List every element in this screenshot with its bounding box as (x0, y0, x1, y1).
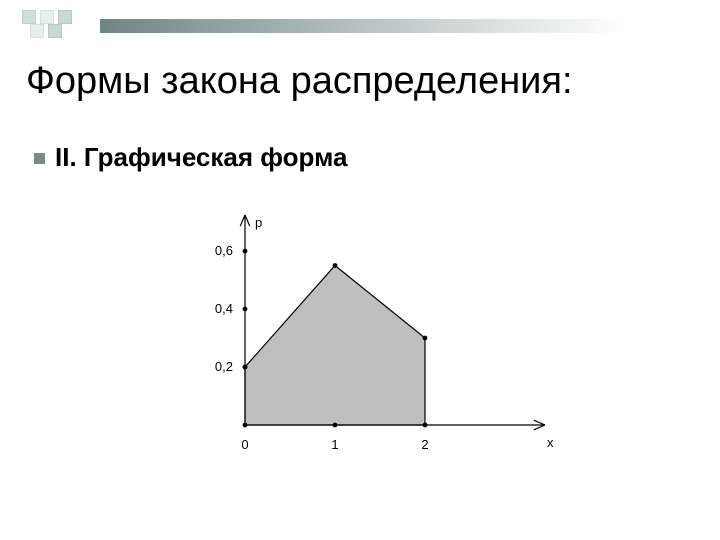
svg-text:0,6: 0,6 (215, 243, 233, 258)
chart-svg: 0,2 0,4 0,6 p 0 1 2 x (150, 200, 570, 480)
svg-text:x: x (547, 435, 554, 450)
deco-square (30, 24, 44, 38)
deco-square (22, 10, 36, 24)
svg-text:p: p (255, 215, 262, 230)
square-bullet-icon (34, 153, 45, 164)
gradient-bar (100, 19, 720, 33)
deco-square (48, 24, 62, 38)
bullet-text: II. Графическая форма (55, 142, 347, 173)
distribution-polygon-chart: 0,2 0,4 0,6 p 0 1 2 x (150, 200, 570, 480)
page-title: Формы закона распределения: (26, 60, 573, 103)
deco-square (40, 10, 54, 24)
svg-text:0,2: 0,2 (215, 359, 233, 374)
slide: Формы закона распределения: II. Графичес… (0, 0, 720, 540)
svg-text:1: 1 (331, 437, 338, 452)
svg-text:2: 2 (421, 437, 428, 452)
svg-text:0: 0 (241, 437, 248, 452)
deco-square (58, 10, 72, 24)
bullet-item: II. Графическая форма (34, 142, 347, 173)
svg-text:0,4: 0,4 (215, 301, 233, 316)
